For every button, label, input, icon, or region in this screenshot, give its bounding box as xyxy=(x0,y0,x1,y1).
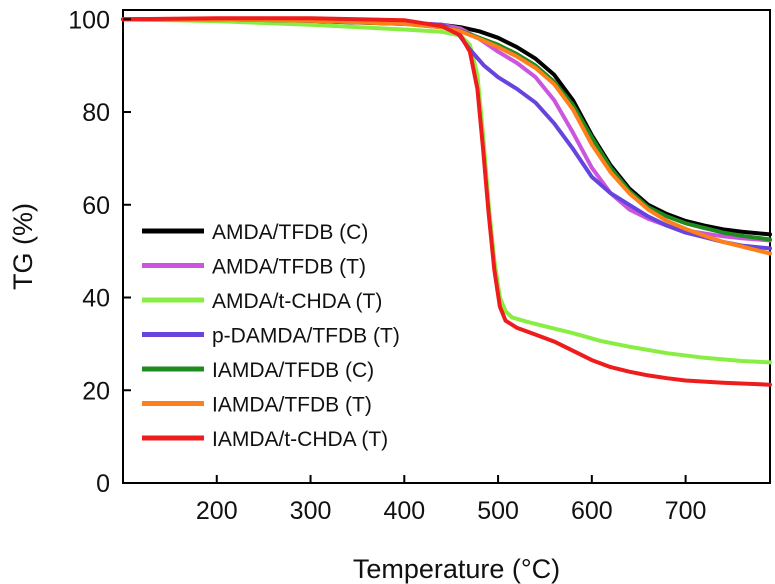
y-tick-label: 20 xyxy=(82,377,110,405)
y-tick-label: 0 xyxy=(96,470,110,498)
y-tick-label: 80 xyxy=(82,99,110,127)
x-tick-label: 500 xyxy=(477,497,519,525)
legend-label: IAMDA/t-CHDA (T) xyxy=(212,428,388,451)
y-axis-title: TG (%) xyxy=(8,203,38,290)
series-line-6 xyxy=(121,17,772,256)
legend-label: IAMDA/TFDB (T) xyxy=(212,394,372,417)
series-line-5 xyxy=(121,17,772,242)
legend-label: AMDA/TFDB (T) xyxy=(212,256,366,279)
y-tick-label: 60 xyxy=(82,192,110,220)
series-line-1 xyxy=(121,17,772,237)
series-line-7 xyxy=(121,16,772,387)
x-tick-label: 400 xyxy=(383,497,425,525)
y-tick-label: 40 xyxy=(82,285,110,313)
legend-label: IAMDA/TFDB (C) xyxy=(212,359,374,382)
x-tick-label: 200 xyxy=(196,497,238,525)
x-axis-title: Temperature (°C) xyxy=(353,554,560,584)
legend: AMDA/TFDB (C) AMDA/TFDB (T) AMDA/t-CHDA (T… xyxy=(142,221,400,451)
series-line-4 xyxy=(121,17,772,251)
series-layer xyxy=(121,16,772,387)
legend-label: AMDA/TFDB (C) xyxy=(212,221,368,244)
x-tick-label: 700 xyxy=(665,497,707,525)
legend-label: p-DAMDA/TFDB (T) xyxy=(212,325,400,348)
x-tick-label: 300 xyxy=(290,497,332,525)
axes-layer: 200 300 400 500 600 700 0 20 40 60 80 100 xyxy=(68,6,706,525)
series-line-2 xyxy=(121,17,772,243)
legend-label: AMDA/t-CHDA (T) xyxy=(212,290,382,313)
x-tick-label: 600 xyxy=(571,497,613,525)
y-tick-label: 100 xyxy=(68,6,110,34)
